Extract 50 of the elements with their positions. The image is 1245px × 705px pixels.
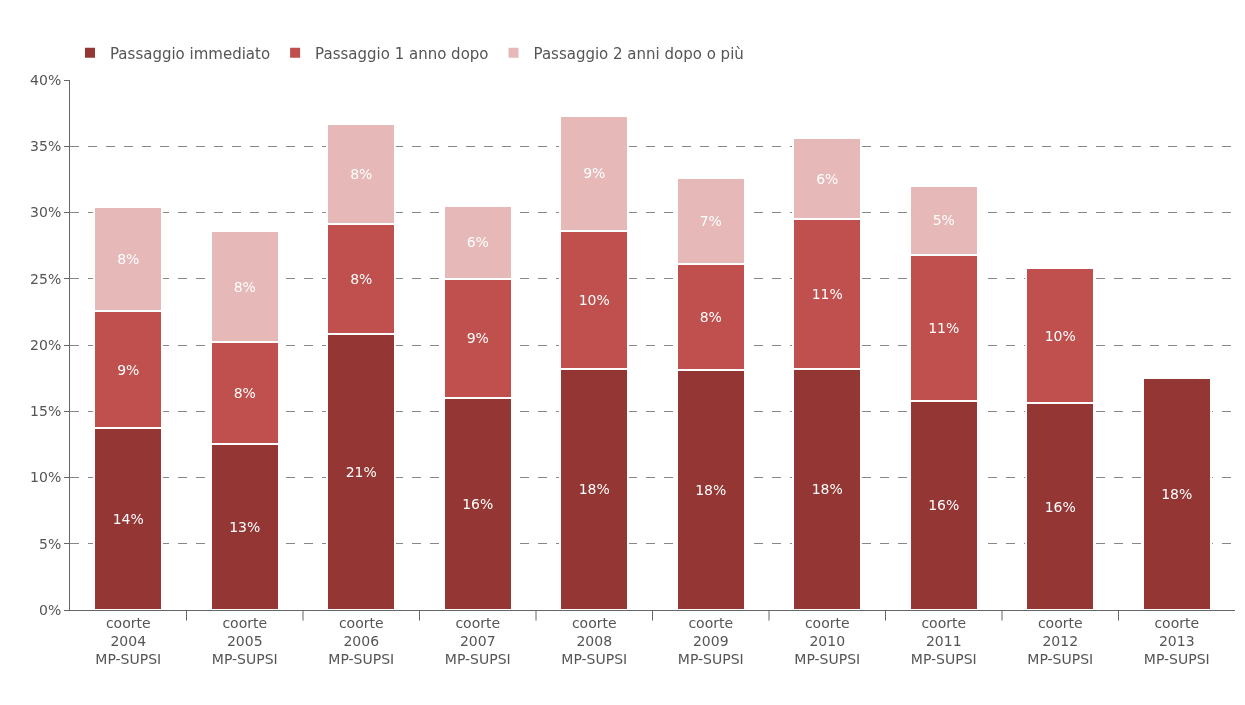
data-label: 18% xyxy=(1161,486,1193,503)
data-label: 8% xyxy=(350,271,373,288)
x-tick-label: coorte 2013 MP-SUPSI xyxy=(1143,614,1210,668)
legend-label: Passaggio 2 anni dopo o più xyxy=(533,44,744,63)
x-tick-label: coorte 2005 MP-SUPSI xyxy=(211,614,278,668)
y-tick-label: 40% xyxy=(30,71,62,88)
y-tick-label: 35% xyxy=(30,138,62,155)
data-label: 9% xyxy=(583,165,606,182)
x-tick-label: coorte 2006 MP-SUPSI xyxy=(328,614,395,668)
data-label: 21% xyxy=(345,464,377,481)
data-label: 10% xyxy=(578,291,610,308)
data-label: 13% xyxy=(229,519,261,536)
data-label: 18% xyxy=(578,481,610,498)
data-label: 18% xyxy=(811,481,843,498)
y-tick-label: 30% xyxy=(30,204,62,221)
data-label: 6% xyxy=(816,170,839,187)
x-tick-label: coorte 2010 MP-SUPSI xyxy=(794,614,861,668)
x-tick-label: coorte 2007 MP-SUPSI xyxy=(444,614,511,668)
data-label: 11% xyxy=(928,319,960,336)
x-tick-label: coorte 2012 MP-SUPSI xyxy=(1027,614,1094,668)
data-label: 16% xyxy=(462,496,494,512)
data-label: 18% xyxy=(695,482,727,499)
data-label: 6% xyxy=(466,234,489,251)
data-label: 8% xyxy=(699,309,722,326)
data-label: 11% xyxy=(811,285,843,302)
bar xyxy=(1141,377,1212,610)
data-label: 14% xyxy=(112,511,144,528)
data-label: 7% xyxy=(699,213,722,230)
data-label: 9% xyxy=(117,361,140,378)
data-label: 9% xyxy=(466,330,489,347)
y-tick-label: 25% xyxy=(30,270,62,287)
data-label: 8% xyxy=(233,385,256,402)
legend-label: Passaggio immediato xyxy=(110,44,271,63)
x-tick-label: coorte 2009 MP-SUPSI xyxy=(677,614,744,668)
y-tick-label: 15% xyxy=(30,403,62,420)
x-tick-label: coorte 2008 MP-SUPSI xyxy=(561,614,628,668)
legend-label: Passaggio 1 anno dopo xyxy=(315,44,489,63)
data-label: 5% xyxy=(932,212,955,229)
y-tick-label: 20% xyxy=(30,336,62,353)
y-tick-label: 5% xyxy=(38,535,62,552)
data-label: 16% xyxy=(1044,498,1076,515)
data-label: 16% xyxy=(928,497,960,514)
y-tick-label: 10% xyxy=(30,469,62,486)
data-label: 8% xyxy=(350,166,373,183)
data-label: 8% xyxy=(233,278,256,295)
x-tick-label: coorte 2004 MP-SUPSI xyxy=(95,614,162,668)
y-tick-label: 0% xyxy=(38,601,62,618)
data-label: 10% xyxy=(1044,327,1076,344)
data-label: 8% xyxy=(117,250,140,267)
x-tick-label: coorte 2011 MP-SUPSI xyxy=(910,614,977,668)
